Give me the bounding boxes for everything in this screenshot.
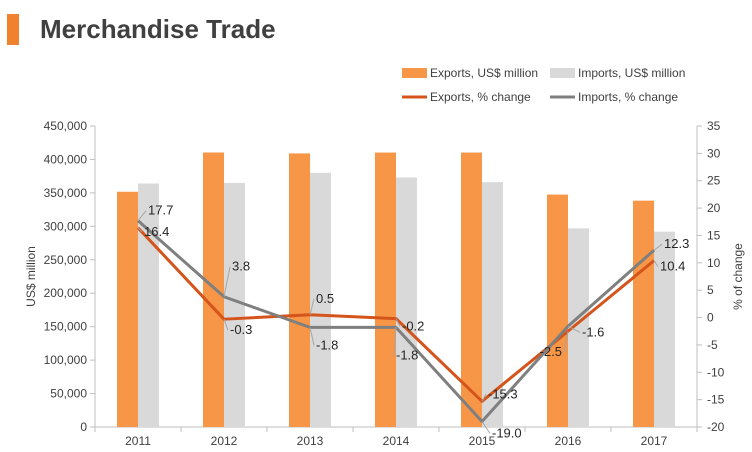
exports-change-label: 16.4	[144, 224, 169, 239]
left-tick-label: 200,000	[44, 286, 88, 300]
right-tick-label: 30	[707, 146, 721, 160]
left-tick-label: 150,000	[44, 320, 88, 334]
exports-bar	[461, 152, 482, 428]
label-leader-line	[223, 266, 231, 297]
right-tick-label: 5	[707, 283, 714, 297]
label-leader-line	[137, 210, 147, 221]
right-tick-label: 15	[707, 228, 721, 242]
left-tick-label: 50,000	[50, 387, 87, 401]
imports-change-label: 3.8	[232, 259, 250, 274]
exports-change-label: 0.5	[316, 291, 334, 306]
legend-imports-bar-swatch	[550, 68, 575, 78]
right-tick-label: 35	[707, 119, 721, 133]
imports-bar	[138, 183, 159, 427]
exports-bar	[289, 153, 310, 427]
exports-change-label: -0.2	[402, 319, 424, 334]
imports-change-label: 12.3	[664, 236, 689, 251]
imports-change-label: -1.8	[316, 337, 338, 352]
label-leader-line	[563, 331, 569, 353]
label-leader-line	[481, 394, 487, 402]
legend-exports-bar-swatch	[402, 68, 427, 78]
page-title: Merchandise Trade	[40, 14, 276, 44]
label-leader-line	[395, 318, 401, 327]
right-tick-label: -20	[707, 420, 725, 434]
title-accent-bar	[7, 14, 19, 45]
exports-change-label: 10.4	[660, 259, 685, 274]
right-tick-label: -10	[707, 365, 725, 379]
imports-change-label: -19.0	[492, 426, 522, 441]
label-leader-line	[223, 319, 229, 331]
imports-bar	[654, 231, 675, 427]
legend-exports-line-label: Exports, % change	[430, 90, 531, 104]
legend-imports-line-label: Imports, % change	[578, 90, 678, 104]
imports-change-label: -1.8	[396, 347, 418, 362]
exports-bar	[547, 194, 568, 427]
imports-bar	[224, 182, 245, 427]
label-leader-line	[309, 327, 315, 346]
legend-exports-bar-label: Exports, US$ million	[430, 66, 538, 80]
left-tick-label: 400,000	[44, 152, 88, 166]
y-right-axis-title: % of change	[731, 243, 745, 310]
label-leader-line	[481, 421, 491, 434]
x-tick-label: 2013	[297, 434, 324, 448]
right-tick-label: 0	[707, 311, 714, 325]
label-leader-line	[653, 260, 659, 267]
x-tick-label: 2014	[383, 434, 410, 448]
x-tick-label: 2015	[469, 434, 496, 448]
exports-bar	[633, 200, 654, 427]
right-tick-label: -15	[707, 393, 725, 407]
page-header: Merchandise Trade	[0, 14, 752, 48]
imports-bar	[396, 177, 417, 427]
right-tick-label: -5	[707, 338, 718, 352]
right-tick-label: 25	[707, 174, 721, 188]
x-tick-label: 2011	[125, 434, 151, 448]
label-leader-line	[309, 298, 315, 315]
legend-imports-bar-label: Imports, US$ million	[578, 66, 685, 80]
imports-bar	[310, 172, 331, 427]
bars	[117, 152, 675, 428]
right-tick-label: 10	[707, 256, 721, 270]
left-tick-label: 300,000	[44, 219, 88, 233]
label-leader-line	[137, 227, 143, 233]
legend: Exports, US$ million Imports, US$ million…	[402, 66, 685, 104]
imports-change-label: -1.6	[582, 324, 604, 339]
x-tick-label: 2012	[211, 434, 238, 448]
exports-change-label: -2.5	[540, 344, 562, 359]
y-left-axis-title: US$ million	[24, 246, 38, 307]
imports-bar	[568, 228, 589, 427]
left-tick-label: 100,000	[44, 353, 88, 367]
left-tick-label: 350,000	[44, 186, 88, 200]
left-tick-label: 0	[80, 420, 87, 434]
label-leader-line	[567, 325, 581, 333]
right-tick-label: 20	[707, 201, 721, 215]
label-leader-line	[393, 327, 397, 356]
left-tick-label: 450,000	[44, 119, 88, 133]
imports-change-label: 17.7	[148, 203, 173, 218]
label-leader-line	[653, 243, 663, 251]
exports-change-label: -15.3	[488, 386, 518, 401]
axes: 0 50,000 100,000 150,000 200,000 250,000 300,0…	[24, 119, 745, 448]
x-tick-label: 2017	[641, 434, 668, 448]
exports-bar	[117, 191, 138, 427]
exports-bar	[203, 152, 224, 427]
data-labels: 16.4 -0.3 0.5 -0.2 -15.3 -2.5 10.4 17.7 3.8 -1.8 -…	[137, 203, 689, 441]
exports-bar	[375, 152, 396, 428]
left-tick-label: 250,000	[44, 253, 88, 267]
imports-bar	[482, 182, 503, 427]
exports-change-label: -0.3	[230, 322, 252, 337]
x-tick-label: 2016	[555, 434, 582, 448]
